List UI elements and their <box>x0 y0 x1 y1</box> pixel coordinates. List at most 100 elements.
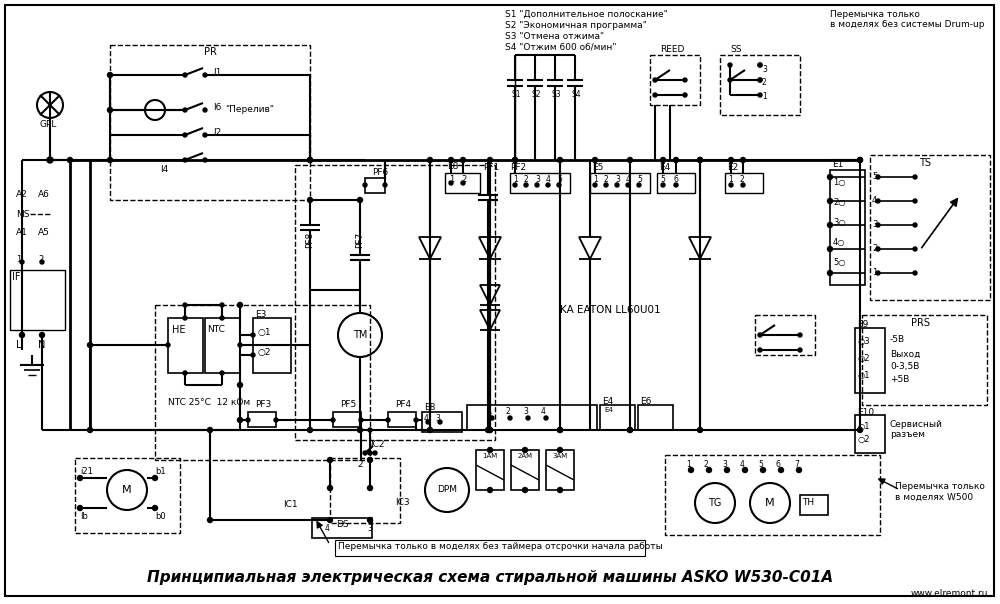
Text: 2: 2 <box>38 255 43 264</box>
Text: A2: A2 <box>16 190 28 199</box>
Text: ○1: ○1 <box>257 328 271 337</box>
Text: 1: 1 <box>513 175 518 184</box>
Text: 4: 4 <box>541 407 546 416</box>
Text: Сервисный
разъем: Сервисный разъем <box>890 420 943 439</box>
Text: 2: 2 <box>524 175 529 184</box>
Circle shape <box>558 428 562 432</box>
Bar <box>467 405 597 430</box>
Text: PF1: PF1 <box>483 163 499 172</box>
Circle shape <box>674 183 678 187</box>
Circle shape <box>557 183 561 187</box>
Circle shape <box>728 158 734 162</box>
Text: IC3: IC3 <box>395 498 410 507</box>
Circle shape <box>488 428 492 432</box>
Bar <box>445 173 480 193</box>
Circle shape <box>683 93 687 97</box>
Text: PF4: PF4 <box>395 400 411 409</box>
Circle shape <box>203 108 207 112</box>
Text: E4: E4 <box>602 397 613 406</box>
Text: 3: 3 <box>762 65 767 74</box>
Text: I6: I6 <box>213 103 221 112</box>
Text: M: M <box>122 485 132 495</box>
Circle shape <box>183 73 187 77</box>
Circle shape <box>448 158 454 162</box>
Circle shape <box>661 183 665 187</box>
Circle shape <box>628 428 633 432</box>
Circle shape <box>490 416 494 420</box>
Text: NTC 25°C  12 кОм: NTC 25°C 12 кОм <box>168 398 250 407</box>
Text: i21: i21 <box>80 467 93 476</box>
Text: 1: 1 <box>872 268 877 277</box>
Bar <box>422 412 462 432</box>
Text: 2: 2 <box>762 78 767 87</box>
Text: 3: 3 <box>367 524 372 533</box>
Circle shape <box>758 333 762 337</box>
Circle shape <box>183 108 187 112</box>
Bar <box>248 412 276 427</box>
Circle shape <box>383 183 387 187</box>
Circle shape <box>308 198 312 202</box>
Circle shape <box>706 467 712 472</box>
Bar <box>168 318 203 373</box>
Circle shape <box>876 199 880 203</box>
Bar <box>638 405 673 430</box>
Text: 4: 4 <box>325 524 330 533</box>
Circle shape <box>363 183 367 187</box>
Text: A1: A1 <box>16 228 28 237</box>
Circle shape <box>558 487 562 492</box>
Circle shape <box>203 133 207 137</box>
Text: Выход: Выход <box>890 350 920 359</box>
Text: Ib: Ib <box>80 512 88 521</box>
Circle shape <box>358 198 362 202</box>
Text: PF5: PF5 <box>340 400 356 409</box>
Text: PF3: PF3 <box>255 400 271 409</box>
Text: Принципиальная электрическая схема стиральной машины ASKO W530-C01A: Принципиальная электрическая схема стира… <box>147 570 833 585</box>
Circle shape <box>913 199 917 203</box>
Bar <box>295 165 495 440</box>
Text: REED: REED <box>660 45 684 54</box>
Circle shape <box>166 343 170 347</box>
Circle shape <box>40 332 44 338</box>
Circle shape <box>274 418 278 422</box>
Text: ○2: ○2 <box>858 354 870 363</box>
Circle shape <box>626 183 630 187</box>
Bar <box>720 55 800 115</box>
Circle shape <box>328 486 332 490</box>
Circle shape <box>488 158 492 162</box>
Bar <box>600 405 635 430</box>
Circle shape <box>108 108 112 112</box>
Circle shape <box>220 316 224 320</box>
Text: I4: I4 <box>160 165 168 174</box>
Text: E4: E4 <box>604 407 613 413</box>
Text: 2○: 2○ <box>833 198 846 207</box>
Text: Перемычка только
в моделях W500: Перемычка только в моделях W500 <box>895 482 985 501</box>
Bar <box>830 170 865 285</box>
Circle shape <box>876 223 880 227</box>
Circle shape <box>796 467 802 472</box>
Circle shape <box>512 158 518 162</box>
Text: 2: 2 <box>461 175 466 184</box>
Bar <box>155 305 370 460</box>
Text: DS: DS <box>336 520 348 529</box>
Circle shape <box>460 158 466 162</box>
Circle shape <box>308 428 312 432</box>
Circle shape <box>203 73 207 77</box>
Circle shape <box>512 158 518 162</box>
Text: +5В: +5В <box>890 375 909 384</box>
Text: S2: S2 <box>531 90 540 99</box>
Circle shape <box>660 158 666 162</box>
Text: TM: TM <box>353 330 367 340</box>
Circle shape <box>637 183 641 187</box>
Text: www.elremont.ru: www.elremont.ru <box>910 589 988 598</box>
Bar <box>862 315 987 405</box>
Text: GPL: GPL <box>40 120 57 129</box>
Text: 2: 2 <box>740 175 745 184</box>
Circle shape <box>698 158 702 162</box>
Circle shape <box>108 72 112 77</box>
Circle shape <box>798 333 802 337</box>
Circle shape <box>742 467 748 472</box>
Circle shape <box>876 271 880 275</box>
Bar <box>110 45 310 200</box>
Text: E2: E2 <box>727 163 738 172</box>
Text: 7: 7 <box>794 460 799 469</box>
